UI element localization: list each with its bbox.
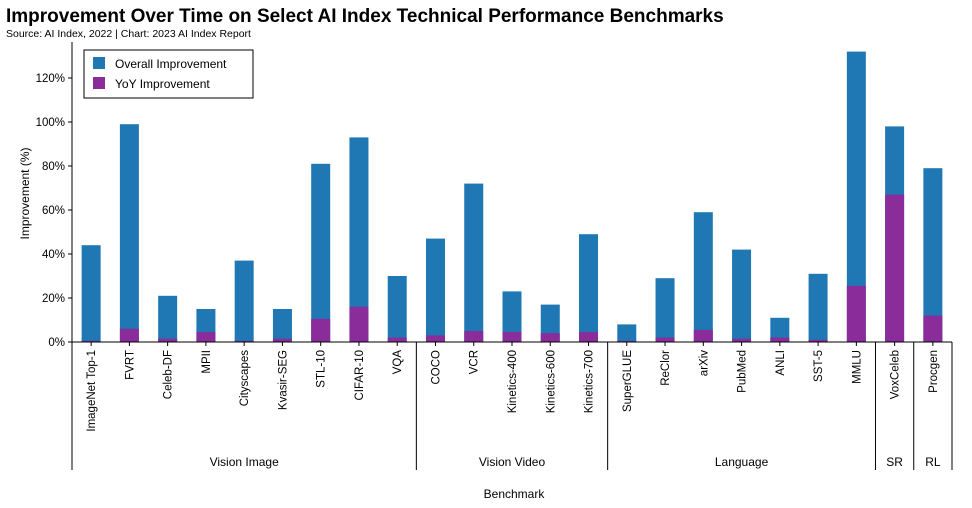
x-tick-label-12: Kinetics-600 xyxy=(545,350,557,413)
overall-bar-9 xyxy=(425,238,445,342)
x-tick-label-16: arXiv xyxy=(698,350,710,376)
overall-bar-1 xyxy=(119,124,139,342)
yoy-bar-3 xyxy=(196,332,216,342)
x-axis: ImageNet Top-1 FVRT Celeb-DF MPII Cityscapes… xyxy=(71,341,953,501)
legend-swatch-1 xyxy=(93,77,105,89)
legend-label-1: YoY Improvement xyxy=(115,77,210,91)
y-tick-label-6: 120% xyxy=(36,73,65,85)
y-tick-label-2: 40% xyxy=(42,249,65,261)
yoy-bar-6 xyxy=(311,318,331,342)
yoy-bar-10 xyxy=(464,331,484,342)
overall-bar-18 xyxy=(770,317,790,342)
overall-bar-10 xyxy=(464,183,484,342)
y-axis: 0% 20% 40% 60% 80% 100% 120% Improvement (%) xyxy=(18,42,73,349)
yoy-bar-16 xyxy=(693,329,713,342)
yoy-bar-13 xyxy=(579,332,599,342)
x-tick-label-3: MPII xyxy=(201,350,213,374)
yoy-bar-7 xyxy=(349,306,369,342)
group-label-3: SR xyxy=(886,455,903,469)
overall-bar-14 xyxy=(617,324,637,342)
x-tick-label-15: ReClor xyxy=(660,350,672,386)
x-tick-label-13: Kinetics-700 xyxy=(584,350,596,413)
yoy-bar-9 xyxy=(425,335,445,342)
overall-bar-16 xyxy=(693,212,713,342)
overall-bar-2 xyxy=(158,295,178,342)
yoy-bar-18 xyxy=(770,337,790,342)
x-tick-label-1: FVRT xyxy=(124,350,136,380)
overall-bar-8 xyxy=(387,276,407,342)
yoy-bar-19 xyxy=(808,339,828,342)
yoy-bar-11 xyxy=(502,332,522,342)
overall-bar-20 xyxy=(846,51,866,342)
x-axis-title: Benchmark xyxy=(484,487,546,501)
x-tick-label-21: VoxCeleb xyxy=(890,350,902,399)
legend: Overall Improvement YoY Improvement xyxy=(83,49,254,99)
group-label-1: Vision Video xyxy=(479,455,546,469)
overall-bar-11 xyxy=(502,291,522,342)
y-tick-label-5: 100% xyxy=(36,117,65,129)
y-tick-label-1: 20% xyxy=(42,293,65,305)
overall-bar-22 xyxy=(923,168,943,342)
x-tick-label-0: ImageNet Top-1 xyxy=(86,350,98,432)
overall-bar-15 xyxy=(655,278,675,342)
group-label-2: Language xyxy=(715,455,769,469)
x-tick-label-18: ANLI xyxy=(775,350,787,376)
overall-bar-6 xyxy=(311,163,331,342)
yoy-bar-17 xyxy=(732,338,752,342)
x-tick-label-11: Kinetics-400 xyxy=(507,350,519,413)
group-label-4: RL xyxy=(925,455,941,469)
x-tick-label-5: Kvasir-SEG xyxy=(277,350,289,410)
overall-bar-19 xyxy=(808,273,828,342)
x-tick-label-22: Procgen xyxy=(928,350,940,393)
yoy-bar-0 xyxy=(81,340,101,342)
x-tick-label-2: Celeb-DF xyxy=(163,350,175,399)
overall-bar-17 xyxy=(732,249,752,342)
yoy-bar-15 xyxy=(655,337,675,342)
legend-box xyxy=(83,49,254,99)
x-tick-label-19: SST-5 xyxy=(813,350,825,382)
x-tick-label-4: Cityscapes xyxy=(239,350,251,406)
overall-bar-5 xyxy=(272,309,292,342)
overall-bar-0 xyxy=(81,245,101,342)
overall-bar-13 xyxy=(579,234,599,342)
y-axis-title: Improvement (%) xyxy=(18,147,32,239)
overall-bar-12 xyxy=(540,304,560,342)
x-tick-label-7: CIFAR-10 xyxy=(354,350,366,401)
x-tick-label-9: COCO xyxy=(430,350,442,385)
legend-swatch-0 xyxy=(93,57,105,69)
y-tick-label-3: 60% xyxy=(42,205,65,217)
yoy-bar-22 xyxy=(923,315,943,342)
overall-bar-7 xyxy=(349,137,369,342)
yoy-bar-1 xyxy=(119,328,139,342)
overall-bar-4 xyxy=(234,260,254,342)
x-tick-label-6: STL-10 xyxy=(316,350,328,388)
y-tick-label-4: 80% xyxy=(42,161,65,173)
chart-subtitle: Source: AI Index, 2022 | Chart: 2023 AI … xyxy=(6,28,251,40)
legend-label-0: Overall Improvement xyxy=(115,57,227,71)
yoy-bar-14 xyxy=(617,340,637,342)
yoy-bar-8 xyxy=(387,337,407,342)
yoy-bar-20 xyxy=(846,285,866,342)
yoy-bar-4 xyxy=(234,340,254,342)
yoy-bar-12 xyxy=(540,333,560,342)
group-label-0: Vision Image xyxy=(210,455,279,469)
yoy-bar-21 xyxy=(885,194,905,342)
bars-layer xyxy=(81,51,943,343)
y-tick-label-0: 0% xyxy=(48,337,65,349)
x-tick-label-20: MMLU xyxy=(851,350,863,384)
x-tick-label-10: VCR xyxy=(469,350,481,374)
yoy-bar-5 xyxy=(272,338,292,342)
x-tick-label-17: PubMed xyxy=(737,350,749,393)
x-tick-label-14: SuperGLUE xyxy=(622,350,634,412)
chart-title: Improvement Over Time on Select AI Index… xyxy=(6,6,724,27)
yoy-bar-2 xyxy=(158,338,178,342)
x-tick-label-8: VQA xyxy=(392,350,404,375)
